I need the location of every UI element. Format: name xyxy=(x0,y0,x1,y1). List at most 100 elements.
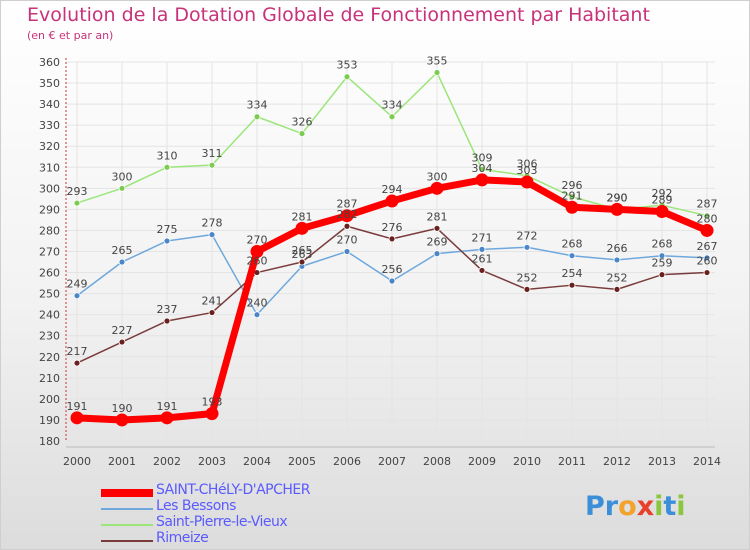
chart-title: Evolution de la Dotation Globale de Fonc… xyxy=(27,4,650,26)
data-label: 263 xyxy=(292,248,313,261)
y-tick-label: 260 xyxy=(39,267,60,280)
logo-letter: t xyxy=(663,491,677,522)
y-tick-label: 300 xyxy=(39,182,60,195)
x-tick-label: 2003 xyxy=(198,455,226,468)
legend-swatch xyxy=(101,524,153,526)
data-point xyxy=(295,221,309,235)
x-tick-label: 2006 xyxy=(333,455,361,468)
y-tick-label: 320 xyxy=(39,140,60,153)
y-tick-label: 330 xyxy=(39,119,60,132)
data-point xyxy=(208,309,216,316)
data-label: 287 xyxy=(697,198,718,211)
data-label: 293 xyxy=(67,185,88,198)
data-label: 291 xyxy=(562,189,583,202)
data-label: 311 xyxy=(202,147,223,160)
data-point xyxy=(208,231,216,239)
data-point xyxy=(70,411,84,425)
data-label: 275 xyxy=(157,223,178,236)
data-label: 280 xyxy=(697,212,718,225)
legend-label: SAINT-CHéLY-D'APCHER xyxy=(156,482,310,498)
data-label: 227 xyxy=(112,324,133,337)
data-label: 303 xyxy=(517,164,538,177)
data-point xyxy=(73,359,81,367)
data-point xyxy=(430,181,444,195)
data-point xyxy=(118,258,126,266)
data-label: 191 xyxy=(157,400,178,413)
data-label: 265 xyxy=(292,244,313,257)
y-tick-label: 350 xyxy=(39,77,60,90)
data-point xyxy=(610,202,624,216)
data-label: 269 xyxy=(427,236,448,249)
data-point xyxy=(205,407,219,421)
x-tick-label: 2007 xyxy=(378,455,406,468)
data-label: 260 xyxy=(697,255,718,268)
legend-label: Les Bessons xyxy=(156,498,236,514)
data-point xyxy=(73,292,81,300)
data-point xyxy=(475,173,489,187)
data-label: 270 xyxy=(337,234,358,247)
data-point xyxy=(703,269,711,276)
data-point xyxy=(343,222,351,230)
data-label: 289 xyxy=(652,193,673,206)
y-tick-label: 180 xyxy=(39,435,60,448)
data-label: 281 xyxy=(427,210,448,223)
data-label: 276 xyxy=(382,221,403,234)
data-label: 267 xyxy=(697,240,718,253)
data-point xyxy=(163,317,171,325)
data-label: 290 xyxy=(607,191,628,204)
data-label: 300 xyxy=(112,170,133,183)
data-point xyxy=(385,194,399,208)
x-tick-label: 2004 xyxy=(243,455,271,468)
logo-letter: P xyxy=(585,491,605,522)
data-point xyxy=(520,175,534,189)
data-point xyxy=(703,212,711,220)
data-label: 270 xyxy=(247,234,268,247)
data-label: 334 xyxy=(247,99,268,112)
logo-letter: o xyxy=(618,491,637,522)
x-tick-label: 2001 xyxy=(108,455,136,468)
y-tick-label: 210 xyxy=(39,372,60,385)
data-label: 193 xyxy=(202,396,223,409)
data-point xyxy=(700,223,714,237)
data-point xyxy=(388,277,396,285)
data-point xyxy=(613,256,621,264)
data-label: 237 xyxy=(157,303,178,316)
data-point xyxy=(568,193,576,201)
data-point xyxy=(115,413,129,427)
chart-subtitle: (en € et par an) xyxy=(27,29,114,42)
data-point xyxy=(433,69,441,76)
data-point xyxy=(523,243,531,251)
y-tick-label: 360 xyxy=(39,56,60,69)
data-point xyxy=(343,248,351,255)
data-point xyxy=(343,73,351,81)
data-point xyxy=(478,267,486,274)
data-point xyxy=(250,245,264,258)
x-tick-label: 2013 xyxy=(648,455,676,468)
data-label: 252 xyxy=(607,271,628,284)
data-label: 355 xyxy=(427,55,448,68)
legend-label: Rimeize xyxy=(156,530,209,546)
y-tick-label: 250 xyxy=(39,288,60,301)
data-point xyxy=(118,338,126,346)
data-label: 306 xyxy=(517,158,538,171)
data-label: 309 xyxy=(472,151,493,164)
x-tick-label: 2014 xyxy=(693,455,721,468)
data-point xyxy=(73,199,81,207)
data-label: 353 xyxy=(337,59,358,72)
x-tick-label: 2012 xyxy=(603,455,631,468)
data-point xyxy=(298,130,306,137)
data-point xyxy=(208,161,216,169)
data-point xyxy=(613,285,621,293)
y-tick-label: 190 xyxy=(39,414,60,427)
x-tick-label: 2011 xyxy=(558,455,586,468)
data-point xyxy=(703,254,711,262)
data-label: 254 xyxy=(562,267,583,280)
data-label: 259 xyxy=(652,257,673,270)
x-tick-label: 2008 xyxy=(423,455,451,468)
legend-swatch xyxy=(101,540,153,542)
data-label: 190 xyxy=(112,402,133,415)
logo-letter: i xyxy=(676,491,686,522)
data-label: 241 xyxy=(202,295,223,308)
data-point xyxy=(568,252,576,260)
